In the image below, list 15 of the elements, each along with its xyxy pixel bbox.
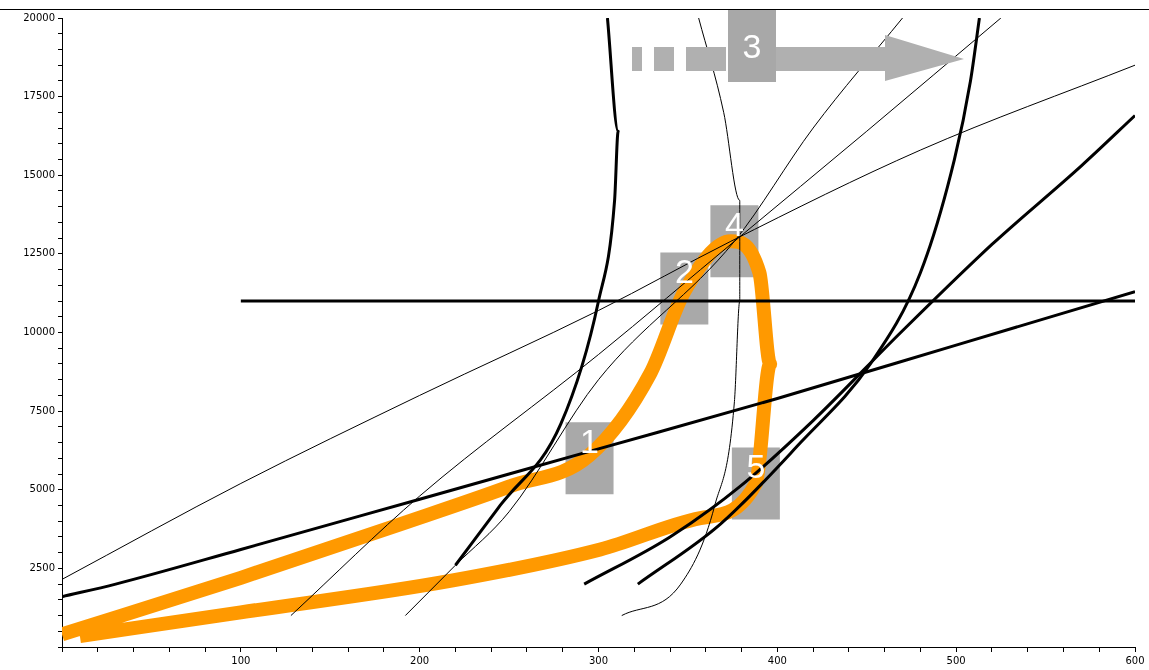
x-tick-label: 600 xyxy=(1125,654,1145,666)
x-tick-label: 400 xyxy=(767,654,787,666)
x-tick-label: 500 xyxy=(946,654,966,666)
y-tick-label: 15000 xyxy=(23,168,55,180)
x-tick-label: 300 xyxy=(588,654,609,666)
y-tick-label: 7500 xyxy=(29,404,55,416)
y-tick-label: 17500 xyxy=(23,90,55,102)
x-tick-label: 200 xyxy=(410,654,430,666)
y-tick-label: 12500 xyxy=(23,247,55,259)
annotation: 3 xyxy=(728,10,776,82)
y-tick-label: 20000 xyxy=(23,11,55,23)
y-tick-label: 5000 xyxy=(29,483,55,495)
y-tick-label: 2500 xyxy=(29,561,55,573)
y-tick-label: 10000 xyxy=(23,326,55,338)
x-tick-label: 100 xyxy=(231,654,251,666)
